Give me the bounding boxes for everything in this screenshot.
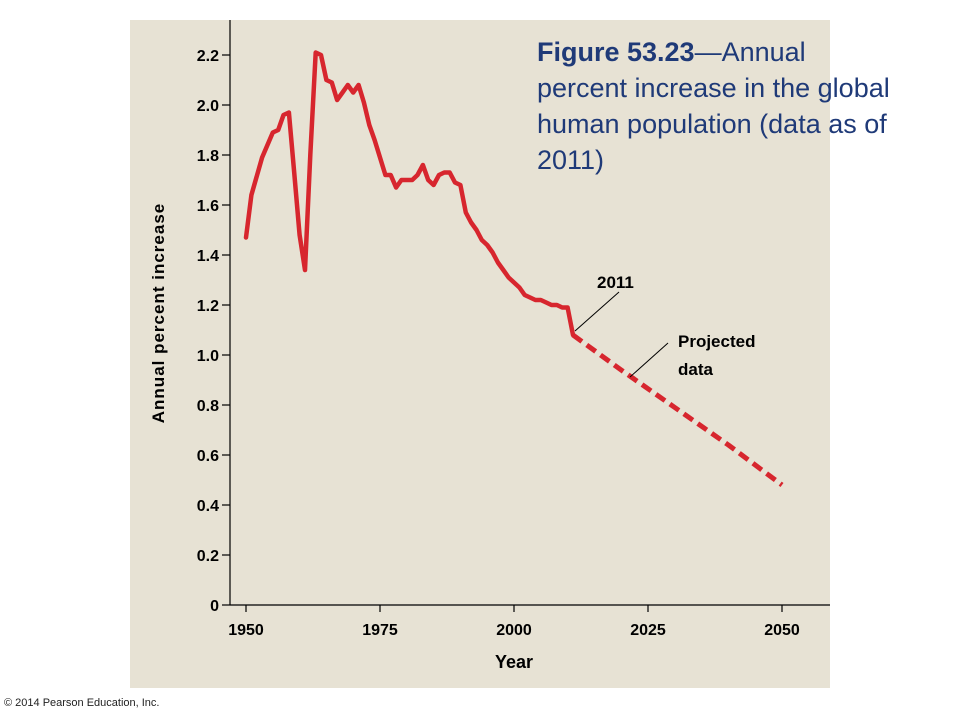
y-tick-label: 1.6 [197,198,219,215]
projected-series-line [571,332,784,488]
axes [229,20,830,606]
y-tick-label: 2.0 [197,98,219,115]
series-layer [243,50,784,488]
title-text: Annual percent increase in the global hu… [537,37,890,175]
x-tick-label: 1975 [362,622,398,639]
y-tick-label: 0 [210,598,219,615]
x-axis-label: Year [495,652,533,672]
y-tick-label: 1.0 [197,348,219,365]
y-tick-label: 0.6 [197,448,219,465]
observed-series-line [243,50,576,338]
plot-background [130,20,830,688]
annotation-projected-label-line1: Projected [678,332,755,351]
copyright-notice: © 2014 Pearson Education, Inc. [4,697,160,709]
y-tick-label: 2.2 [197,48,219,65]
chart-title: Figure 53.23—Annual percent increase in … [537,34,897,178]
y-axis-ticks: 0 0.2 0.4 0.6 0.8 1.0 1.2 1.4 1.6 1.8 2.0 2.2 [197,48,230,615]
title-dash: — [694,37,722,67]
y-tick-label: 1.8 [197,148,219,165]
x-tick-label: 2000 [496,622,532,639]
annotation-layer: 2011 Projected data [574,273,755,379]
figure-label: Figure 53.23 [537,37,695,67]
x-tick-label: 2025 [630,622,666,639]
y-axis-label: Annual percent increase [149,203,168,423]
annotation-2011-label: 2011 [597,273,634,292]
y-tick-label: 1.2 [197,298,219,315]
annotation-2011-leader [574,291,620,332]
annotation-projected-leader [629,342,669,378]
x-tick-label: 1950 [228,622,264,639]
y-tick-label: 0.2 [197,548,219,565]
y-tick-label: 1.4 [197,248,219,265]
y-tick-label: 0.8 [197,398,219,415]
y-tick-label: 0.4 [197,498,219,515]
annotation-projected-label-line2: data [678,360,714,379]
x-axis-ticks: 1950 1975 2000 2025 2050 [228,605,800,639]
x-tick-label: 2050 [764,622,800,639]
